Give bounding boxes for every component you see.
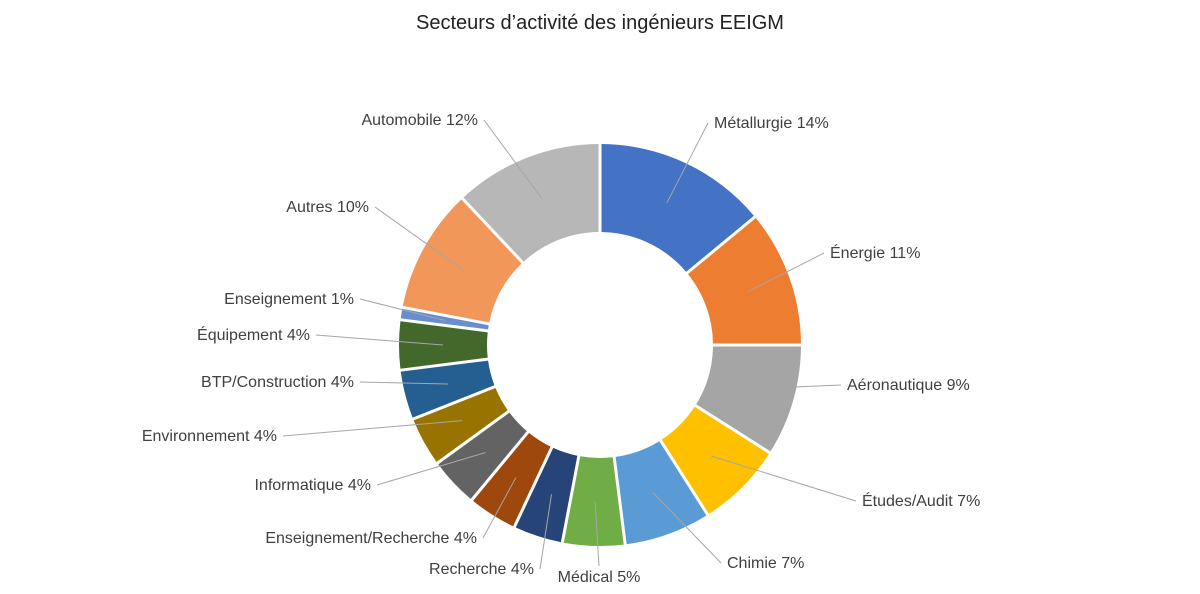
label-aeronautique: Aéronautique 9% — [847, 377, 970, 394]
leader-line-etudes-audit — [710, 455, 857, 502]
slice-aeronautique — [696, 346, 801, 452]
labels-group: Métallurgie 14% Énergie 11% Aéronautique 9… — [142, 112, 980, 586]
slice-equipement — [399, 321, 488, 369]
label-recherche: Recherche 4% — [429, 561, 534, 578]
label-autres: Autres 10% — [286, 199, 369, 216]
label-environnement: Environnement 4% — [142, 428, 277, 445]
slice-environnement — [413, 387, 508, 462]
leader-line-btp-construction — [359, 381, 448, 385]
leader-line-metallurgie — [666, 122, 709, 204]
slice-etudes-audit — [661, 406, 769, 514]
label-enseignement: Enseignement 1% — [224, 291, 354, 308]
label-energie: Énergie 11% — [830, 243, 920, 262]
leader-line-chimie — [652, 492, 722, 564]
slices-group — [399, 144, 801, 546]
slice-automobile — [463, 144, 599, 262]
leader-line-recherche — [539, 494, 552, 570]
slice-btp-construction — [400, 360, 495, 418]
label-enseignement-recherche: Enseignement/Recherche 4% — [265, 530, 477, 547]
slice-recherche — [515, 447, 578, 543]
leader-lines-group — [282, 119, 857, 570]
slice-energie — [688, 218, 801, 344]
leader-line-equipement — [315, 334, 444, 346]
label-medical: Médical 5% — [558, 569, 641, 586]
slice-informatique — [438, 412, 527, 499]
leader-line-enseignement — [359, 298, 446, 321]
leader-line-enseignement-recherche — [482, 477, 517, 539]
leader-line-automobile — [483, 119, 543, 200]
chart-title: Secteurs d’activité des ingénieurs EEIGM — [416, 12, 784, 34]
slice-medical — [563, 456, 624, 546]
slice-enseignement-recherche — [473, 433, 551, 527]
leader-line-informatique — [376, 451, 486, 486]
label-automobile: Automobile 12% — [361, 112, 478, 129]
label-etudes-audit: Études/Audit 7% — [862, 491, 980, 510]
slice-autres — [402, 199, 522, 323]
leader-line-medical — [594, 501, 600, 567]
leader-line-autres — [374, 206, 463, 270]
slice-chimie — [615, 441, 707, 545]
leader-line-energie — [747, 252, 825, 293]
leader-line-environnement — [282, 420, 463, 437]
label-informatique: Informatique 4% — [254, 477, 371, 494]
leader-line-aeronautique — [750, 384, 842, 390]
slice-metallurgie — [601, 144, 754, 272]
label-chimie: Chimie 7% — [727, 555, 804, 572]
label-btp-construction: BTP/Construction 4% — [201, 374, 354, 391]
slice-enseignement — [400, 308, 489, 330]
label-equipement: Équipement 4% — [197, 325, 310, 344]
label-metallurgie: Métallurgie 14% — [714, 115, 829, 132]
